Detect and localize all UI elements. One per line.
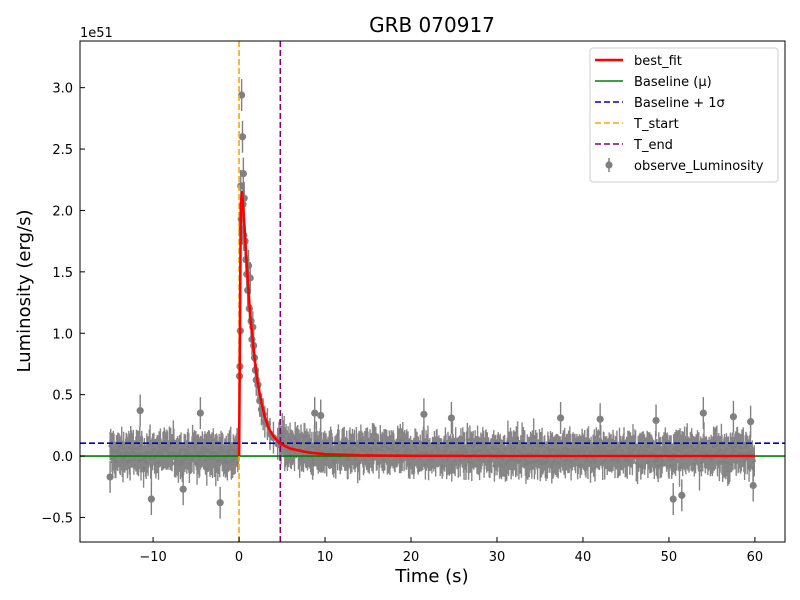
observed-point [678, 479, 686, 512]
marker [747, 418, 755, 426]
x-tick-label: −10 [139, 550, 166, 565]
observed-point [652, 404, 660, 437]
x-tick-label: 60 [747, 550, 764, 565]
x-tick-label: 50 [661, 550, 678, 565]
observed-point [311, 397, 319, 430]
observed-point [106, 460, 114, 493]
marker [196, 409, 204, 417]
observed-point [749, 469, 757, 502]
observed-point [136, 394, 144, 427]
y-tick-label: 2.0 [52, 204, 73, 219]
y-offset-label: 1e51 [80, 26, 113, 41]
marker [699, 409, 707, 417]
legend-entry: T_end [595, 138, 673, 153]
marker [557, 414, 565, 422]
best-fit-line [237, 190, 755, 458]
observed-point [596, 403, 604, 436]
marker [652, 416, 660, 425]
observed-point-peak [239, 157, 247, 190]
observed-point [317, 399, 325, 432]
marker [239, 170, 247, 178]
y-tick-label: 0.0 [52, 450, 73, 465]
legend-label: Baseline + 1σ [634, 96, 725, 111]
legend-label: T_end [633, 138, 673, 153]
observed-noise-markers [108, 429, 756, 473]
marker [136, 407, 144, 415]
plot-frame [79, 40, 786, 543]
legend-entry: Baseline + 1σ [595, 96, 725, 111]
legend: best_fit Baseline (μ) Baseline + 1σ T_start… [589, 47, 779, 183]
y-tick-label: −0.5 [41, 511, 73, 526]
y-tick-label: 3.0 [52, 82, 73, 97]
observed-point [420, 398, 428, 431]
observed-point [147, 483, 155, 515]
marker [749, 481, 757, 490]
marker [311, 409, 319, 417]
y-tick-label: 1.5 [52, 266, 73, 281]
x-axis-label: Time (s) [394, 566, 468, 587]
y-axis-label: Luminosity (erg/s) [14, 210, 35, 373]
legend-box [589, 47, 779, 183]
y-tick-label: 0.5 [52, 389, 73, 404]
fit-layer [237, 190, 755, 458]
marker [420, 410, 428, 418]
observed-point [179, 473, 187, 506]
legend-entry: Baseline (μ) [595, 75, 712, 90]
observed-point [447, 402, 456, 434]
marker [317, 411, 325, 420]
y-tick-label: 2.5 [52, 143, 73, 158]
observed-point [557, 402, 565, 434]
marker [729, 413, 738, 421]
observed-point [699, 397, 707, 430]
legend-label: T_start [633, 117, 679, 132]
observed-point-peak [238, 120, 247, 153]
marker [669, 495, 677, 503]
marker [678, 491, 686, 499]
legend-label: Baseline (μ) [634, 75, 712, 90]
marker [106, 473, 114, 481]
marker [238, 133, 247, 141]
plot-area [80, 41, 785, 542]
observed-point [669, 483, 677, 515]
marker [447, 414, 456, 422]
x-tick-label: 0 [235, 550, 243, 565]
axes: −10 0 10 20 30 40 50 60 −0.5 0.0 0.5 1.0 1.5 2.0 2.5 3.… [41, 40, 786, 565]
marker [179, 485, 187, 493]
y-tick-label: 1.0 [52, 327, 73, 342]
observed-point [729, 400, 738, 433]
legend-label: best_fit [634, 54, 682, 69]
observed-point [196, 397, 204, 430]
x-tick-label: 10 [317, 550, 334, 565]
chart-title: GRB 070917 [369, 13, 495, 37]
legend-entry: best_fit [595, 54, 682, 69]
x-tick-label: 20 [403, 550, 420, 565]
marker [596, 415, 604, 423]
observed-point [216, 486, 224, 519]
legend-label: observe_Luminosity [634, 159, 764, 174]
legend-entry: observe_Luminosity [605, 158, 764, 174]
marker [147, 495, 155, 503]
x-tick-label: 40 [575, 550, 592, 565]
observed-point [747, 405, 755, 438]
marker [216, 499, 224, 507]
legend-entry: T_start [595, 117, 679, 132]
x-tick-label: 30 [489, 550, 506, 565]
legend-marker [605, 161, 613, 169]
